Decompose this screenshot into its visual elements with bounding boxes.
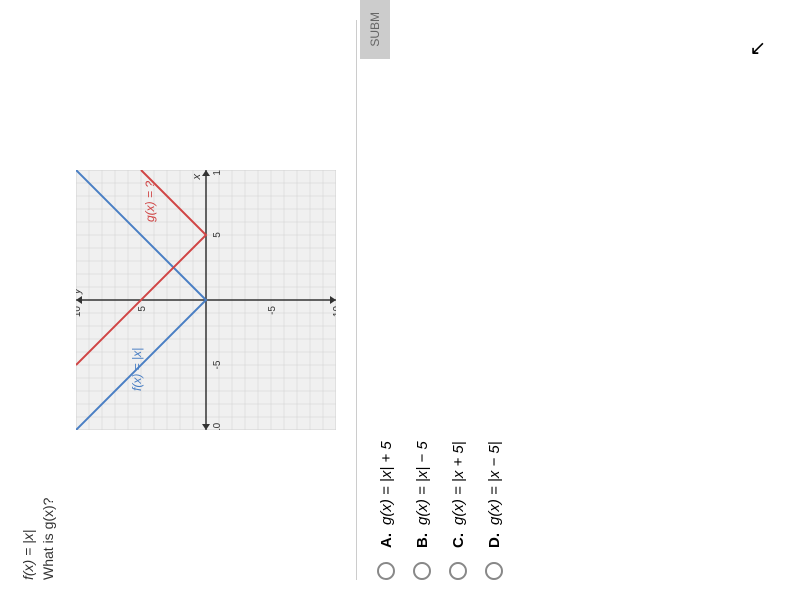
option-text: g(x) = |x| − 5	[414, 441, 431, 525]
svg-text:-5: -5	[267, 306, 278, 315]
option-d[interactable]: D. g(x) = |x − 5|	[485, 20, 503, 580]
svg-text:-10: -10	[332, 306, 336, 321]
svg-text:10: 10	[76, 306, 83, 318]
cursor-icon: ↖	[745, 40, 770, 57]
option-c[interactable]: C. g(x) = |x + 5|	[449, 20, 467, 580]
option-letter: B.	[414, 533, 431, 548]
svg-text:5: 5	[212, 232, 223, 238]
option-b[interactable]: B. g(x) = |x| − 5	[413, 20, 431, 580]
radio-icon[interactable]	[485, 562, 503, 580]
radio-icon[interactable]	[413, 562, 431, 580]
worksheet-page: f(x) = |x| What is g(x)? -10 -10 -5 -5 5 5 10 1…	[0, 0, 800, 600]
svg-text:5: 5	[137, 306, 148, 312]
section-divider	[356, 20, 357, 580]
option-text: g(x) = |x − 5|	[486, 441, 503, 525]
svg-text:10: 10	[212, 170, 223, 176]
svg-text:-5: -5	[212, 360, 223, 369]
graph-chart: -10 -10 -5 -5 5 5 10 10 x y f(x) = |x| g(x) = ?	[76, 170, 336, 430]
svg-text:-10: -10	[212, 422, 223, 430]
radio-icon[interactable]	[377, 562, 395, 580]
option-a[interactable]: A. g(x) = |x| + 5	[377, 20, 395, 580]
answer-options: A. g(x) = |x| + 5 B. g(x) = |x| − 5 C. g…	[377, 20, 503, 580]
svg-text:g(x) = ?: g(x) = ?	[143, 181, 157, 222]
option-letter: C.	[450, 533, 467, 548]
svg-text:y: y	[76, 287, 83, 295]
radio-icon[interactable]	[449, 562, 467, 580]
question-text: What is g(x)?	[40, 20, 56, 580]
fx-definition: f(x) = |x|	[20, 20, 36, 580]
option-letter: D.	[486, 533, 503, 548]
option-letter: A.	[378, 533, 395, 548]
submit-button[interactable]: SUBM	[360, 0, 390, 59]
svg-text:f(x) = |x|: f(x) = |x|	[130, 348, 144, 391]
svg-text:x: x	[191, 174, 203, 181]
option-text: g(x) = |x| + 5	[378, 441, 395, 525]
option-text: g(x) = |x + 5|	[450, 441, 467, 525]
